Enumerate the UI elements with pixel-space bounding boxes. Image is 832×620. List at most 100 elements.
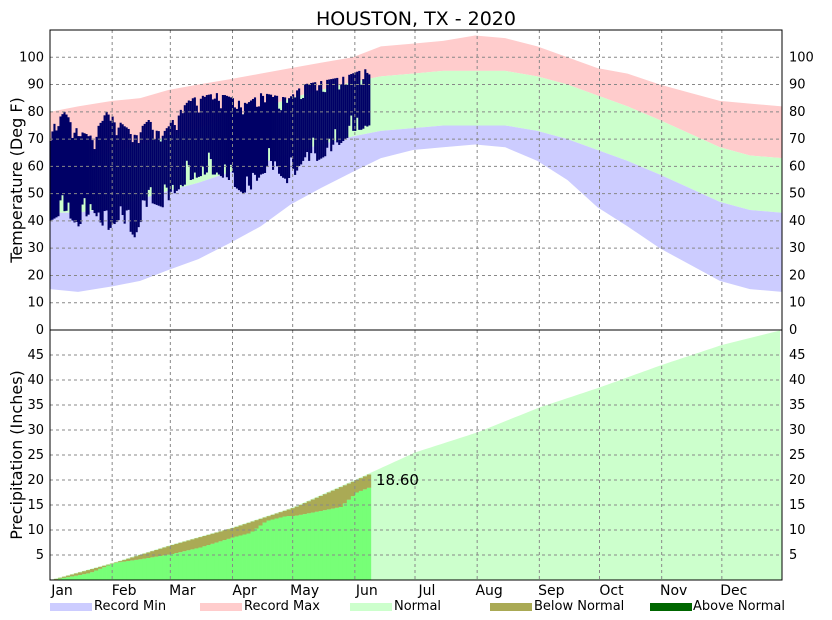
below-normal-segment [298, 504, 303, 515]
precip-tick-label-right: 35 [789, 398, 806, 413]
observed-precip-segment [258, 525, 263, 580]
below-normal-segment [282, 510, 287, 517]
temp-2020-bar [57, 126, 60, 217]
below-normal-segment [190, 539, 195, 550]
temp-2020-bar [352, 73, 355, 131]
temp-2020-bar [330, 79, 333, 152]
legend-label-normal: Normal [394, 599, 441, 614]
observed-precip-segment [82, 574, 87, 580]
temp-2020-bar [129, 134, 132, 232]
below-normal-segment [310, 499, 316, 513]
below-normal-segment [274, 513, 279, 519]
temp-2020-bar [259, 93, 263, 175]
below-normal-segment [182, 541, 187, 552]
below-normal-segment [362, 476, 368, 490]
temp-tick-label-left: 30 [27, 241, 44, 256]
temp-2020-bar [245, 103, 249, 177]
legend-label-record-min: Record Min [94, 599, 166, 614]
temp-2020-bar [135, 135, 138, 233]
temp-2020-bar [217, 100, 220, 175]
temp-2020-bar [71, 137, 74, 221]
temp-2020-bar [97, 125, 100, 213]
observed-precip-segment [262, 522, 267, 580]
axis-ticks: 0 0 10 10 20 20 30 30 40 40 50 50 60 60 70 70 80 80 90 90 10… [19, 50, 814, 599]
temp-2020-bar [95, 136, 98, 217]
observed-precip-segment [242, 534, 247, 580]
temp-2020-bar [171, 120, 174, 185]
below-normal-segment [162, 547, 167, 556]
observed-precip-segment [98, 568, 103, 580]
temp-2020-bar [191, 98, 194, 180]
observed-precip-segment [282, 516, 287, 580]
temp-2020-bar [79, 136, 82, 225]
temp-tick-label-left: 70 [27, 132, 44, 147]
observed-precip-segment [218, 541, 223, 580]
below-normal-segment [250, 521, 255, 532]
observed-precip-segment [342, 503, 348, 580]
temp-tick-label-right: 30 [789, 241, 806, 256]
observed-precip-segment [270, 519, 275, 580]
temp-tick-label-right: 10 [789, 296, 806, 311]
temp-2020-bar [318, 85, 321, 160]
temp-2020-bar [87, 136, 90, 215]
below-normal-segment [262, 517, 267, 523]
temp-2020-bar [312, 82, 315, 138]
temp-2020-bar [360, 84, 363, 130]
observed-precip-segment [210, 543, 215, 580]
temp-2020-bar [364, 69, 367, 126]
temp-2020-bar [233, 107, 237, 188]
below-normal-segment [278, 512, 283, 518]
temp-2020-bar [257, 106, 261, 178]
temp-2020-bar [141, 125, 144, 201]
observed-precip-segment [306, 513, 312, 580]
month-tick-label: Oct [599, 583, 624, 599]
temp-tick-label-left: 40 [27, 214, 44, 229]
temp-2020-bar [322, 91, 325, 158]
below-normal-segment [158, 548, 163, 556]
temp-tick-label-right: 100 [789, 50, 814, 65]
temp-tick-label-right: 40 [789, 214, 806, 229]
observed-precip-segment [254, 528, 259, 580]
precip-tick-label-right: 25 [789, 448, 806, 463]
observed-precip-segment [106, 565, 111, 580]
temp-2020-bar [324, 92, 327, 157]
temp-2020-bar [185, 102, 188, 161]
below-normal-segment [102, 565, 107, 568]
temp-2020-bar [278, 108, 281, 174]
observed-precip-segment [174, 553, 179, 580]
temp-2020-bar [225, 95, 228, 178]
below-normal-segment [138, 554, 143, 560]
temp-tick-label-left: 50 [27, 187, 44, 202]
temp-2020-bar [181, 113, 184, 187]
temp-2020-bar [179, 109, 182, 185]
temp-tick-label-right: 80 [789, 105, 806, 120]
temp-2020-bar [119, 122, 122, 207]
observed-precip-segment [182, 551, 187, 580]
temp-2020-bar [175, 129, 178, 191]
observed-precip-segment [298, 514, 303, 580]
below-normal-segment [302, 503, 308, 515]
observed-precip-segment [238, 535, 243, 580]
below-normal-segment [114, 562, 119, 563]
below-normal-segment [118, 561, 123, 563]
temp-2020-bar [109, 120, 112, 228]
temp-tick-label-right: 20 [789, 268, 806, 283]
temp-2020-bar [270, 94, 273, 162]
below-normal-segment [238, 525, 243, 536]
temp-2020-bar [127, 128, 130, 210]
below-normal-segment [78, 572, 83, 575]
temp-2020-bar [63, 111, 66, 212]
observed-precip-segment [250, 531, 255, 580]
below-normal-segment [222, 530, 227, 541]
observed-precip-segment [186, 550, 191, 580]
below-normal-segment [258, 518, 263, 526]
below-normal-segment [354, 480, 360, 493]
precip-tick-label-left: 45 [27, 348, 44, 363]
below-normal-segment [150, 551, 155, 558]
observed-precip-segment [66, 577, 71, 580]
below-normal-segment [330, 490, 336, 509]
temp-2020-bar [356, 71, 359, 118]
temp-2020-bar [167, 126, 170, 201]
below-normal-segment [242, 524, 247, 535]
below-normal-segment [214, 532, 219, 543]
